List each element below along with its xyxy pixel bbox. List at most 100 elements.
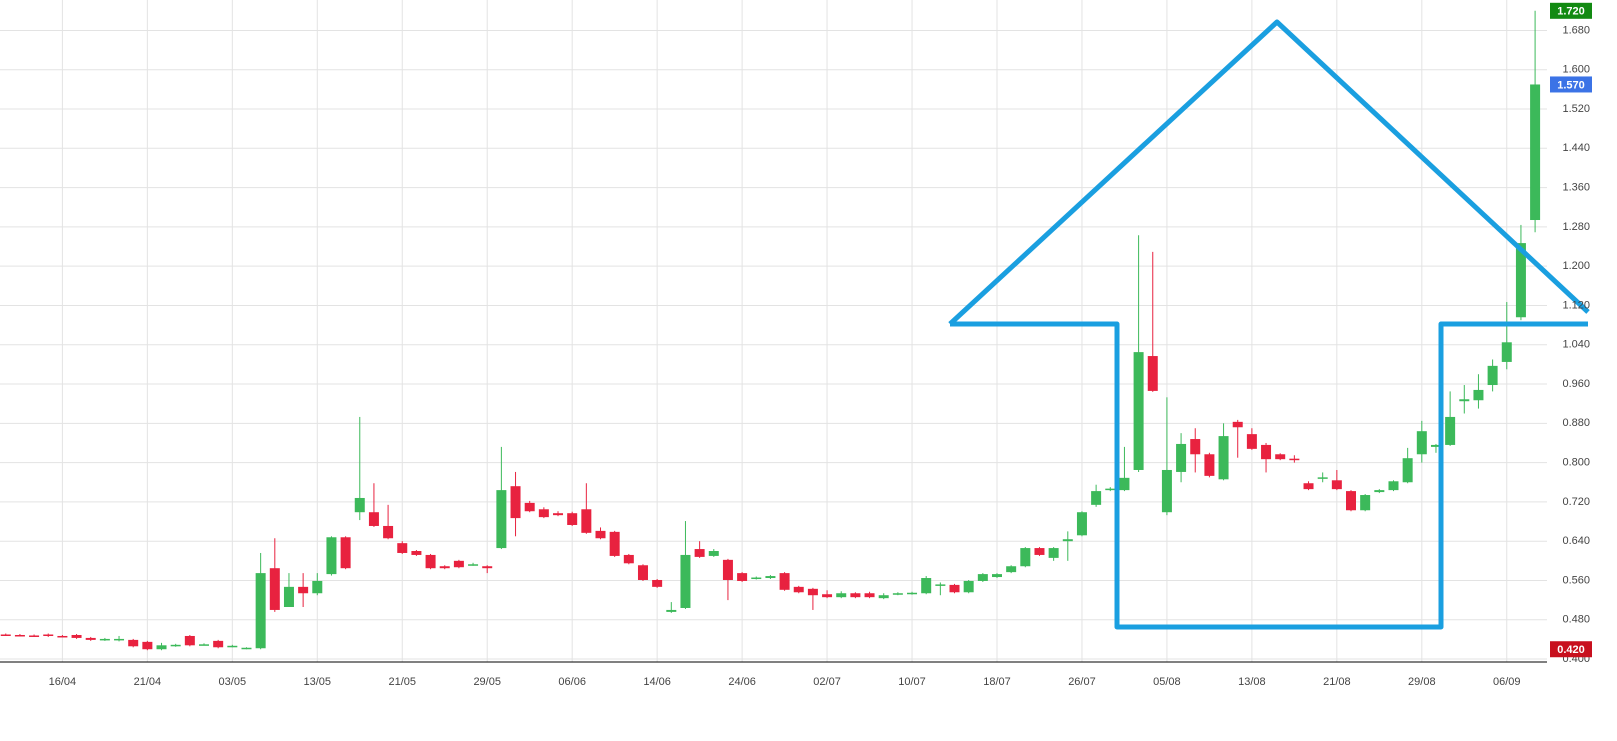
candle-body	[1218, 436, 1229, 480]
candle-body	[1246, 434, 1257, 449]
candle-body	[1416, 431, 1427, 455]
candle-body	[609, 531, 620, 556]
y-tick-label: 0.880	[1562, 417, 1590, 429]
y-tick-label: 0.560	[1562, 574, 1590, 586]
candle-body	[553, 513, 564, 516]
candle-body	[199, 644, 210, 646]
candle-body	[312, 580, 323, 594]
candle-body	[85, 637, 96, 640]
price-label: 1.720	[1557, 6, 1585, 18]
candle-body	[623, 554, 634, 564]
y-tick-label: 1.040	[1562, 339, 1590, 351]
candle-body	[340, 537, 351, 569]
y-tick-label: 0.640	[1562, 535, 1590, 547]
labels: 0.4000.4800.5600.6400.7200.8000.8800.960…	[49, 2, 1592, 688]
candle-body	[14, 634, 25, 637]
candle-body	[425, 554, 436, 569]
candle-body	[1346, 491, 1357, 511]
x-tick-label: 29/05	[473, 676, 501, 688]
candle-body	[397, 543, 408, 553]
candle-body	[1501, 342, 1512, 362]
candle-body	[354, 497, 365, 513]
candle-body	[581, 509, 592, 533]
candle-body	[383, 525, 394, 539]
candle-body	[241, 647, 252, 650]
candle-body	[1161, 469, 1172, 513]
arrow-annotation	[948, 19, 1590, 630]
candle-body	[1402, 458, 1413, 483]
candle-body	[793, 586, 804, 593]
y-tick-label: 1.200	[1562, 260, 1590, 272]
y-tick-label: 1.120	[1562, 299, 1590, 311]
candle-body	[765, 576, 776, 579]
candle-body	[0, 634, 11, 636]
candle-body	[1374, 490, 1385, 493]
candle-body	[977, 574, 988, 581]
price-label-box	[1550, 76, 1592, 93]
candle-body	[949, 584, 960, 593]
candle-body	[779, 573, 790, 590]
price-label-box	[1550, 641, 1592, 658]
candle-body	[326, 537, 337, 575]
candle-body	[142, 641, 153, 650]
x-tick-label: 21/04	[134, 676, 162, 688]
candle-body	[283, 586, 294, 607]
candle-body	[114, 638, 125, 641]
x-tick-label: 03/05	[219, 676, 247, 688]
price-label: 0.420	[1557, 644, 1585, 656]
candle-body	[453, 560, 464, 568]
candle-body	[1487, 365, 1498, 386]
candle-body	[1473, 389, 1484, 401]
y-tick-label: 1.440	[1562, 142, 1590, 154]
candle-body	[991, 574, 1002, 578]
candle-body	[1289, 458, 1300, 461]
candle-body	[652, 579, 663, 587]
x-tick-label: 06/09	[1493, 676, 1521, 688]
candle-body	[128, 639, 139, 647]
x-tick-label: 29/08	[1408, 676, 1436, 688]
candle-body	[496, 490, 507, 549]
candle-body	[1530, 84, 1541, 221]
arrow-body	[950, 321, 1588, 630]
candle-body	[1119, 477, 1130, 491]
candle-body	[637, 565, 648, 580]
x-tick-label: 02/07	[813, 676, 841, 688]
candle-body	[1190, 439, 1201, 455]
candle-body	[1261, 444, 1272, 460]
candle-body	[921, 578, 932, 594]
candle-body	[439, 566, 450, 569]
candle-body	[524, 502, 535, 512]
candle-body	[737, 573, 748, 581]
x-tick-label: 14/06	[643, 676, 671, 688]
candle-body	[567, 513, 578, 525]
x-tick-label: 10/07	[898, 676, 926, 688]
candle-body	[99, 638, 110, 641]
candle-body	[1360, 495, 1371, 511]
candle-body	[1331, 480, 1342, 490]
x-tick-label: 26/07	[1068, 676, 1096, 688]
candle-body	[907, 592, 918, 595]
candle-body	[1176, 443, 1187, 472]
price-label-box	[1550, 2, 1592, 19]
candle-body	[213, 640, 224, 648]
x-tick-label: 13/05	[304, 676, 332, 688]
candle-body	[751, 577, 762, 580]
candle-body	[1388, 481, 1399, 491]
candle-body	[878, 595, 889, 599]
x-tick-label: 18/07	[983, 676, 1011, 688]
candle-body	[57, 635, 68, 638]
y-tick-label: 0.960	[1562, 378, 1590, 390]
candle-body	[935, 584, 946, 586]
candle-body	[892, 593, 903, 595]
price-label: 1.570	[1557, 79, 1585, 91]
candle-body	[184, 635, 195, 646]
candle-body	[694, 549, 705, 557]
candle-body	[722, 559, 733, 580]
candle-body	[255, 573, 266, 649]
y-tick-label: 1.600	[1562, 64, 1590, 76]
y-tick-label: 1.520	[1562, 103, 1590, 115]
candle-body	[708, 551, 719, 556]
candle-body	[1091, 491, 1102, 505]
candle-body	[71, 634, 82, 638]
y-tick-label: 0.720	[1562, 496, 1590, 508]
